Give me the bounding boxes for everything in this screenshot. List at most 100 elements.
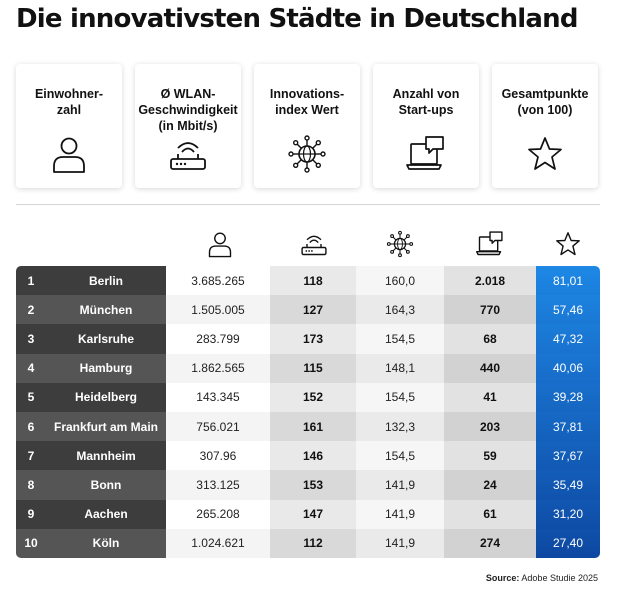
population-header-icon <box>208 232 232 258</box>
cell-startups: 440 <box>444 353 536 383</box>
cell-innovation: 132,3 <box>356 411 444 442</box>
table-row: 9 Aachen 265.208 147 141,9 61 31,20 <box>16 499 600 529</box>
cell-rank: 8 <box>16 470 46 500</box>
card-startups: Anzahl von Start-ups <box>373 64 479 188</box>
table-row: 1 Berlin 3.685.265 118 160,0 2.018 81,01 <box>16 266 600 296</box>
cell-startups: 274 <box>444 528 536 558</box>
cell-score: 37,81 <box>536 411 600 442</box>
network-globe-icon <box>288 135 326 173</box>
cell-score: 31,20 <box>536 499 600 529</box>
cell-population: 1.024.621 <box>166 528 270 558</box>
cell-startups: 24 <box>444 470 536 500</box>
table-row: 8 Bonn 313.125 153 141,9 24 35,49 <box>16 470 600 500</box>
cell-wlan: 146 <box>270 441 356 471</box>
startups-header-icon <box>476 231 503 256</box>
cell-score: 81,01 <box>536 266 600 296</box>
divider <box>16 204 600 205</box>
table-row: 4 Hamburg 1.862.565 115 148,1 440 40,06 <box>16 353 600 383</box>
cell-city: Hamburg <box>46 353 166 383</box>
table-row: 7 Mannheim 307.96 146 154,5 59 37,67 <box>16 441 600 471</box>
cell-innovation: 154,5 <box>356 382 444 412</box>
card-label-startups: Anzahl von Start-ups <box>392 87 460 117</box>
cell-rank: 4 <box>16 353 46 383</box>
cell-wlan: 153 <box>270 470 356 500</box>
cell-innovation: 154,5 <box>356 441 444 471</box>
cell-startups: 61 <box>444 499 536 529</box>
card-population: Einwohner- zahl <box>16 64 122 188</box>
cell-population: 283.799 <box>166 324 270 354</box>
innovation-header-icon <box>386 230 414 258</box>
cell-city: Berlin <box>46 266 166 296</box>
cell-score: 27,40 <box>536 528 600 558</box>
star-icon <box>528 137 562 170</box>
ranking-table: 1 Berlin 3.685.265 118 160,0 2.018 81,01 2 Münch… <box>16 266 600 558</box>
legend-cards: Einwohner- zahl Ø WLAN- Geschwindigkeit … <box>16 64 600 192</box>
cell-population: 756.021 <box>166 411 270 442</box>
cell-score: 47,32 <box>536 324 600 354</box>
cell-wlan: 147 <box>270 499 356 529</box>
card-wlan: Ø WLAN- Geschwindigkeit (in Mbit/s) <box>135 64 241 188</box>
card-score: Gesamtpunkte (von 100) <box>492 64 598 188</box>
card-innovation: Innovations- index Wert <box>254 64 360 188</box>
cell-wlan: 115 <box>270 353 356 383</box>
cell-rank: 2 <box>16 295 46 325</box>
card-label-innovation: Innovations- index Wert <box>269 87 345 117</box>
table-row: 5 Heidelberg 143.345 152 154,5 41 39,28 <box>16 382 600 412</box>
cell-startups: 68 <box>444 324 536 354</box>
cell-wlan: 152 <box>270 382 356 412</box>
table-row: 3 Karlsruhe 283.799 173 154,5 68 47,32 <box>16 324 600 354</box>
cell-score: 35,49 <box>536 470 600 500</box>
cell-wlan: 112 <box>270 528 356 558</box>
ranking-table-body: 1 Berlin 3.685.265 118 160,0 2.018 81,01 2 Münch… <box>16 266 600 558</box>
cell-wlan: 173 <box>270 324 356 354</box>
cell-wlan: 161 <box>270 411 356 442</box>
cell-startups: 203 <box>444 411 536 442</box>
score-header-icon <box>556 232 580 256</box>
cell-score: 40,06 <box>536 353 600 383</box>
cell-wlan: 127 <box>270 295 356 325</box>
cell-startups: 59 <box>444 441 536 471</box>
card-label-population: Einwohner- zahl <box>34 87 104 117</box>
person-icon <box>53 137 85 173</box>
cell-city: München <box>46 295 166 325</box>
cell-population: 3.685.265 <box>166 266 270 296</box>
source-note: Source: Adobe Studie 2025 <box>486 573 598 583</box>
cell-rank: 1 <box>16 266 46 296</box>
cell-population: 143.345 <box>166 382 270 412</box>
cell-city: Bonn <box>46 470 166 500</box>
cell-city: Karlsruhe <box>46 324 166 354</box>
cell-city: Mannheim <box>46 441 166 471</box>
cell-rank: 6 <box>16 411 46 442</box>
source-label: Source: <box>485 573 520 583</box>
table-row: 6 Frankfurt am Main 756.021 161 132,3 203 37,8… <box>16 411 600 442</box>
cell-population: 1.862.565 <box>166 353 270 383</box>
page-title: Die innovativsten Städte in Deutschland <box>16 4 578 34</box>
router-icon <box>170 142 206 170</box>
cell-startups: 41 <box>444 382 536 412</box>
table-row: 2 München 1.505.005 127 164,3 770 57,46 <box>16 295 600 325</box>
cell-score: 39,28 <box>536 382 600 412</box>
wlan-header-icon <box>301 235 327 256</box>
cell-city: Köln <box>46 528 166 558</box>
source-text: Adobe Studie 2025 <box>521 573 598 583</box>
cell-city: Frankfurt am Main <box>46 411 166 442</box>
cell-rank: 5 <box>16 382 46 412</box>
cell-innovation: 141,9 <box>356 528 444 558</box>
cell-score: 57,46 <box>536 295 600 325</box>
cell-rank: 9 <box>16 499 46 529</box>
cell-innovation: 154,5 <box>356 324 444 354</box>
cell-population: 265.208 <box>166 499 270 529</box>
cell-rank: 7 <box>16 441 46 471</box>
card-label-score: Gesamtpunkte (von 100) <box>501 87 589 117</box>
cell-innovation: 164,3 <box>356 295 444 325</box>
cell-rank: 10 <box>16 528 46 558</box>
cell-startups: 770 <box>444 295 536 325</box>
cell-wlan: 118 <box>270 266 356 296</box>
laptop-chat-icon <box>406 136 444 170</box>
cell-score: 37,67 <box>536 441 600 471</box>
cell-startups: 2.018 <box>444 266 536 296</box>
cell-city: Aachen <box>46 499 166 529</box>
cell-city: Heidelberg <box>46 382 166 412</box>
table-row: 10 Köln 1.024.621 112 141,9 274 27,40 <box>16 528 600 558</box>
cell-innovation: 141,9 <box>356 499 444 529</box>
